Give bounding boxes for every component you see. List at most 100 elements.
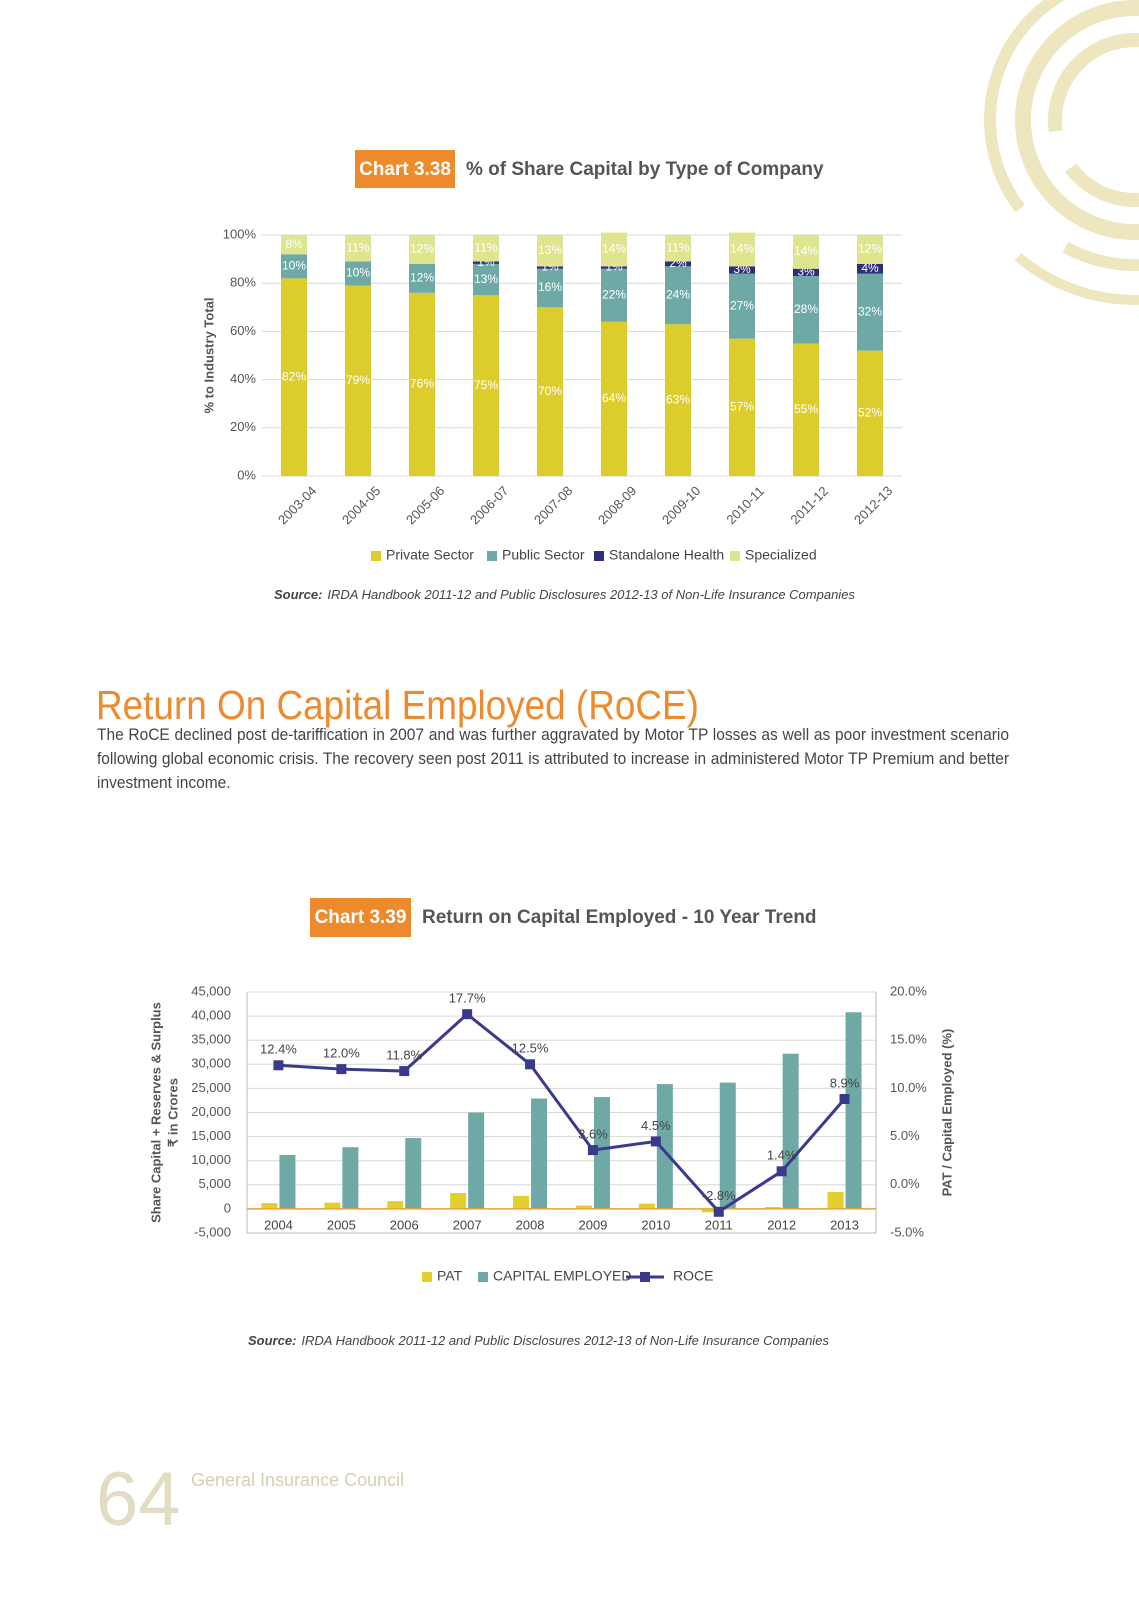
- x-tick-label: 2012: [767, 1217, 796, 1232]
- line: [278, 1012, 846, 1214]
- x-tick-label: 2007-08: [531, 483, 575, 527]
- bar: [782, 1053, 799, 1209]
- y-tick-label: -5,000: [194, 1224, 231, 1239]
- bar: [575, 1205, 592, 1209]
- y-tick-label: 100%: [223, 226, 257, 241]
- section-heading: Return On Capital Employed (RoCE): [96, 682, 699, 728]
- x-tick-label: 2005: [327, 1217, 356, 1232]
- paragraph: The RoCE declined post de-tariffication …: [97, 725, 1009, 792]
- y-tick-label: 0%: [237, 467, 256, 482]
- data-label: 64%: [602, 391, 626, 405]
- bar: [324, 1202, 341, 1209]
- bar: [281, 235, 307, 255]
- legend-label: ROCE: [673, 1268, 713, 1284]
- data-label: 10%: [346, 266, 370, 280]
- legend-marker: [640, 1272, 650, 1282]
- bar: [281, 278, 307, 476]
- line-marker: [776, 1166, 787, 1177]
- bar: [793, 235, 819, 269]
- y-tick-label: 10,000: [191, 1152, 231, 1167]
- x-tick-label: 2012-13: [851, 483, 895, 527]
- legend-label: PAT: [437, 1268, 463, 1284]
- data-label: 32%: [858, 304, 882, 318]
- y2-tick-label: 15.0%: [890, 1032, 927, 1047]
- y-tick-label: 60%: [230, 323, 256, 338]
- data-label: 3.6%: [578, 1127, 608, 1142]
- y-tick-label: 80%: [230, 275, 256, 290]
- publisher: General Insurance Council: [191, 1470, 404, 1490]
- legend-swatch: [478, 1272, 488, 1282]
- bar: [729, 266, 755, 274]
- bar: [405, 1138, 422, 1209]
- x-tick-label: 2010-11: [723, 483, 767, 527]
- bar: [281, 254, 307, 279]
- chart-title: Return on Capital Employed - 10 Year Tre…: [422, 907, 817, 928]
- y-tick-label: 40%: [230, 371, 256, 386]
- bar: [537, 268, 563, 308]
- data-label: 11%: [346, 240, 369, 254]
- data-label: 12%: [858, 242, 882, 256]
- y-tick-label: 25,000: [191, 1080, 231, 1095]
- line-marker: [525, 1059, 536, 1070]
- bar: [665, 324, 691, 476]
- data-label: 12.0%: [323, 1046, 360, 1061]
- data-label: 63%: [666, 392, 690, 406]
- data-label: 14%: [794, 244, 818, 258]
- data-label: 75%: [474, 378, 498, 392]
- x-tick-label: 2009: [578, 1217, 607, 1232]
- data-label: 8%: [285, 237, 303, 251]
- data-label: 57%: [730, 399, 754, 413]
- y-tick-label: 45,000: [191, 983, 231, 998]
- title-badge: [355, 150, 455, 188]
- bar: [537, 235, 563, 267]
- legend-label: Standalone Health: [609, 547, 724, 563]
- bar: [345, 285, 371, 476]
- data-label: 16%: [538, 280, 562, 294]
- page-number: 64: [96, 1457, 181, 1542]
- legend-swatch: [422, 1272, 432, 1282]
- line-marker: [839, 1094, 850, 1105]
- x-tick-label: 2013: [830, 1217, 859, 1232]
- arc: [950, 0, 1139, 305]
- data-label: 82%: [282, 369, 306, 383]
- bar: [729, 232, 755, 267]
- data-label: 24%: [666, 287, 690, 301]
- arc: [984, 0, 1139, 271]
- x-tick-label: 2011-12: [787, 483, 831, 527]
- y-tick-label: 20%: [230, 419, 256, 434]
- x-tick-label: 2007: [453, 1217, 482, 1232]
- bar: [665, 261, 691, 267]
- bar: [665, 235, 691, 262]
- data-label: 11%: [474, 240, 497, 254]
- data-label: 17.7%: [449, 991, 486, 1006]
- y-tick-label: 0: [224, 1200, 231, 1215]
- chart-label: Chart 3.38: [359, 159, 451, 180]
- bar: [342, 1147, 359, 1209]
- bar: [665, 266, 691, 325]
- data-label: 13%: [538, 243, 562, 257]
- legend-label: CAPITAL EMPLOYED: [493, 1268, 631, 1284]
- data-label: 55%: [794, 402, 818, 416]
- line-marker: [587, 1145, 598, 1156]
- source-label: Source:: [274, 587, 322, 602]
- data-label: 13%: [474, 272, 498, 286]
- bar: [701, 1208, 718, 1213]
- data-label: 11%: [666, 240, 689, 254]
- arc: [1048, 33, 1139, 207]
- bar: [764, 1206, 781, 1209]
- y-tick-label: 30,000: [191, 1056, 231, 1071]
- bar: [473, 261, 499, 264]
- bar: [729, 273, 755, 339]
- bar: [719, 1082, 736, 1209]
- legend-label: Specialized: [745, 547, 817, 563]
- legend-swatch: [730, 551, 740, 561]
- y-tick-label: 15,000: [191, 1128, 231, 1143]
- source: Source: IRDA Handbook 2011-12 and Public …: [248, 1333, 829, 1348]
- bar: [279, 1154, 296, 1209]
- bar: [601, 268, 627, 322]
- data-label: 22%: [602, 287, 626, 301]
- bar: [409, 263, 435, 293]
- bar: [793, 268, 819, 276]
- bar: [827, 1192, 844, 1209]
